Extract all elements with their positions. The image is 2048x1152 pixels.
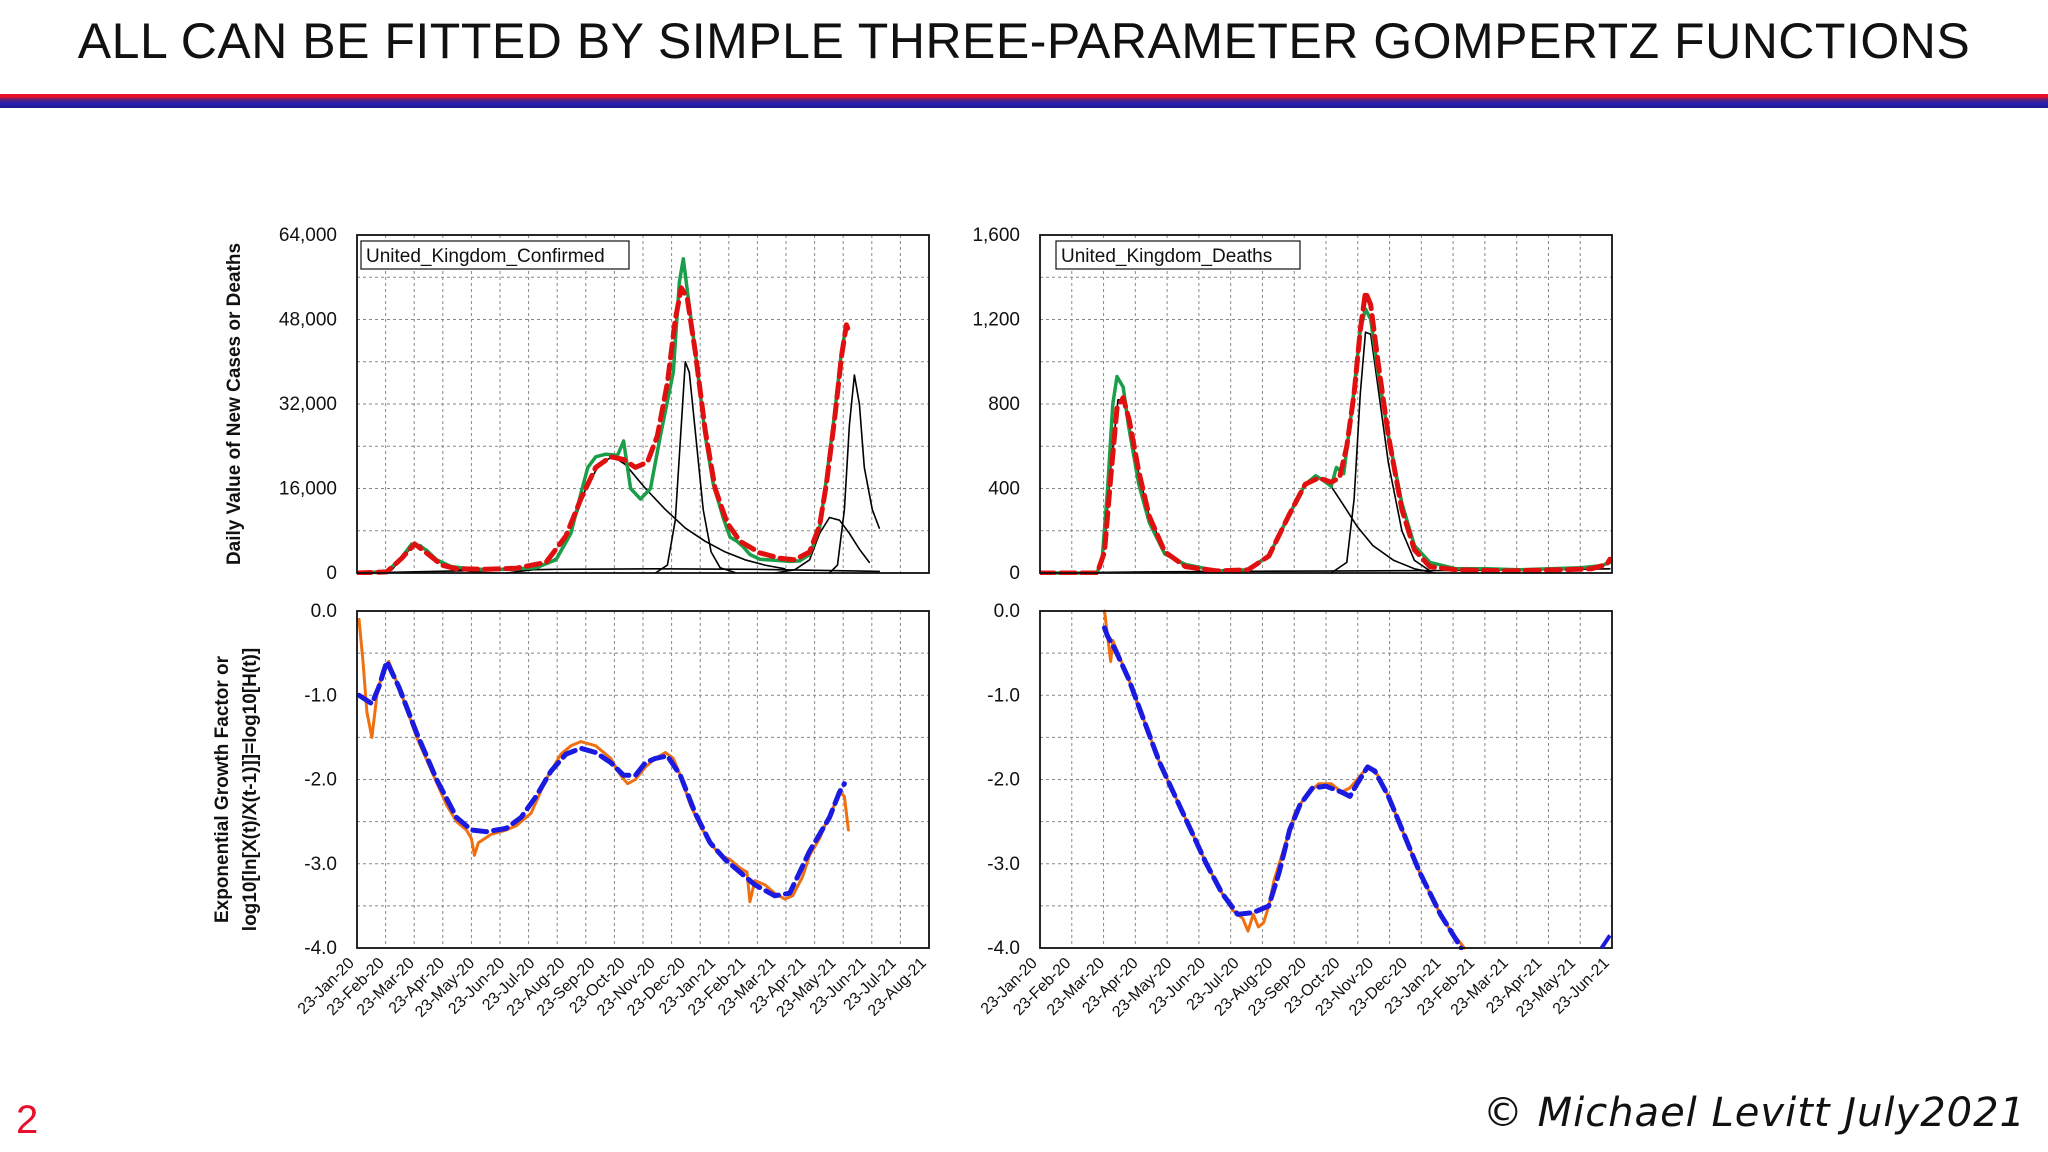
slide-title: ALL CAN BE FITTED BY SIMPLE THREE-PARAME… [77,13,1971,69]
plot-frame [356,234,930,574]
confirmed-growth-chart: -4.0-3.0-2.0-1.00.023-Jan-2023-Feb-2023-… [212,601,930,1021]
series-group [1040,289,1612,575]
gompertz-component-line [774,516,871,574]
y-axis-title-line2: log10[ln[X(t)/X(t-1)]]=log10[H(t)] [240,648,261,931]
copyright-signature: © Michael Levitt July2021 [1482,1090,2026,1136]
observed-series-line [1103,609,1466,950]
y-tick-label: 0.0 [311,601,337,622]
y-tick-label: -4.0 [304,938,337,959]
observed-series-line [1040,307,1612,575]
y-tick-label: -3.0 [304,854,337,875]
gompertz-component-line [505,456,786,574]
y-tick-label: 1,200 [972,310,1020,331]
y-tick-label: 48,000 [279,310,337,331]
y-tick-label: 0 [1009,563,1020,584]
y-tick-label: -2.0 [987,770,1020,791]
y-tick-label: 64,000 [279,225,337,246]
y-tick-label: -4.0 [987,938,1020,959]
y-tick-label: 32,000 [279,394,337,415]
gompertz-fit-line [357,285,852,575]
series-group [357,617,850,904]
series-group [357,257,881,575]
observed-series-line [357,257,849,575]
gompertz-fit-line [357,659,847,899]
legend-box [360,240,630,270]
deaths-daily-chart: 0 400 800 1,200 1,600 United_Kingdom_Deaths [972,225,1613,584]
y-tick-label: -3.0 [987,854,1020,875]
y-tick-label: 800 [988,394,1020,415]
gompertz-fit-line-tail [1599,934,1612,950]
y-axis-title: Daily Value of New Cases or Deaths [224,243,245,565]
y-axis-title-line1: Exponential Growth Factor or [212,655,233,923]
gompertz-fit-line [1102,625,1464,950]
gompertz-component-line [1330,331,1431,574]
gompertz-component-line [828,374,881,574]
observed-series-line [357,617,850,904]
title-divider [0,94,2048,108]
y-tick-label: -1.0 [987,685,1020,706]
confirmed-daily-chart: 0 16,000 32,000 48,000 64,000 United_Kingdom_… [224,225,930,584]
y-tick-label: 0 [326,563,337,584]
gompertz-component-line [1096,399,1208,574]
plot-frame [356,610,930,949]
page-number: 2 [16,1098,39,1142]
deaths-growth-chart: -4.0-3.0-2.0-1.00.023-Jan-2023-Feb-2023-… [978,601,1613,1021]
plot-frame [1039,610,1613,949]
plot-frame [1039,234,1613,574]
legend-label: United_Kingdom_Deaths [1061,246,1272,267]
legend-label: United_Kingdom_Confirmed [366,246,605,267]
series-group [1102,609,1466,950]
y-tick-label: -2.0 [304,770,337,791]
y-tick-label: 1,600 [972,225,1020,246]
legend-box [1055,240,1301,270]
y-tick-label: 16,000 [279,479,337,500]
y-tick-label: -1.0 [304,685,337,706]
y-tick-label: 0.0 [994,601,1020,622]
gompertz-fit-line [1040,289,1612,575]
y-tick-label: 400 [988,479,1020,500]
gompertz-component-line [654,361,736,574]
